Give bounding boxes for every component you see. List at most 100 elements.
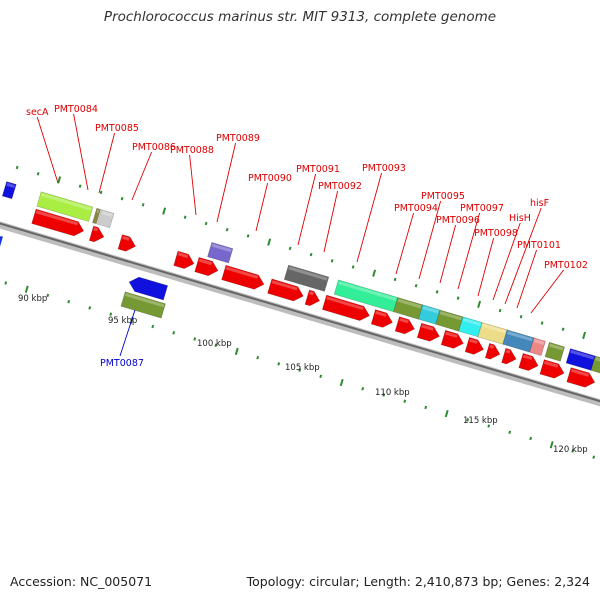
gene-label-hish[interactable]: HisH	[509, 213, 531, 224]
feature-highlight	[271, 280, 298, 291]
gene-arrow[interactable]	[464, 337, 485, 355]
backbone-shadow	[0, 221, 600, 407]
gene-arrow-reverse[interactable]	[0, 235, 4, 251]
gene-label-pmt0097[interactable]: PMT0097	[460, 203, 504, 214]
gene-label-pmt0085[interactable]: PMT0085	[95, 123, 139, 134]
ruler-label: 115 kbp	[463, 416, 498, 426]
gene-label-pmt0095[interactable]: PMT0095	[421, 191, 465, 202]
gene-label-pmt0093[interactable]: PMT0093	[362, 163, 406, 174]
feature-highlight	[40, 193, 92, 211]
gene-arrow[interactable]	[117, 234, 136, 252]
gene-arrow[interactable]	[518, 353, 539, 371]
gene-box[interactable]	[92, 207, 101, 225]
minor-tick	[351, 265, 355, 269]
minor-tick	[46, 293, 50, 298]
gene-arrow[interactable]	[88, 225, 105, 243]
gene-arrow-reverse[interactable]	[128, 276, 169, 301]
feature-highlight	[522, 354, 533, 360]
gene-label-pmt0101[interactable]: PMT0101	[517, 240, 561, 251]
minor-tick	[109, 312, 113, 316]
minor-tick	[414, 283, 418, 288]
minor-tick	[15, 165, 19, 170]
leader-line	[395, 212, 415, 275]
gene-arrow[interactable]	[394, 316, 415, 335]
gene-label-pmt0096[interactable]: PMT0096	[436, 215, 480, 226]
minor-tick	[456, 296, 460, 300]
major-tick	[267, 238, 272, 246]
minor-tick	[183, 215, 187, 219]
gene-label-pmt0084[interactable]: PMT0084	[54, 104, 98, 115]
feature-highlight	[445, 331, 458, 338]
gene-arrow[interactable]	[194, 257, 219, 277]
minor-tick	[466, 418, 470, 422]
major-tick	[24, 285, 29, 293]
gene-label-pmt0089[interactable]: PMT0089	[216, 133, 260, 144]
gene-arrow[interactable]	[221, 264, 265, 290]
feature-highlight	[93, 227, 98, 232]
minor-tick	[204, 221, 208, 226]
feature-highlight	[6, 182, 15, 188]
leader-line	[131, 151, 153, 201]
gene-box[interactable]	[96, 209, 115, 229]
gene-arrow[interactable]	[416, 322, 440, 342]
gene-box[interactable]	[590, 355, 600, 379]
gene-box[interactable]	[1, 181, 17, 200]
ruler-label: 100 kbp	[197, 339, 232, 349]
gene-label-pmt0092[interactable]: PMT0092	[318, 181, 362, 192]
leader-line	[418, 200, 442, 280]
gene-arrow[interactable]	[440, 329, 464, 349]
gene-label-pmt0088[interactable]: PMT0088	[170, 145, 214, 156]
gene-arrow[interactable]	[321, 294, 370, 321]
gene-arrow[interactable]	[501, 347, 517, 365]
gene-box[interactable]	[283, 264, 330, 292]
leader-line	[492, 222, 521, 301]
feature-highlight	[397, 298, 422, 309]
gene-arrow[interactable]	[31, 208, 85, 237]
feature-highlight	[505, 349, 511, 354]
minor-tick	[519, 315, 523, 319]
gene-arrow[interactable]	[173, 250, 195, 269]
gene-label-pmt0090[interactable]: PMT0090	[248, 173, 292, 184]
gene-arrow[interactable]	[566, 367, 596, 388]
major-tick	[444, 410, 449, 418]
gene-label-pmt0102[interactable]: PMT0102	[544, 260, 588, 271]
gene-label-seca[interactable]: secA	[26, 107, 49, 118]
gene-box[interactable]	[529, 337, 546, 356]
gene-arrow[interactable]	[267, 278, 304, 302]
major-tick	[372, 269, 377, 277]
feature-highlight	[326, 296, 364, 310]
gene-label-pmt0098[interactable]: PMT0098	[474, 228, 518, 239]
minor-tick	[246, 234, 250, 238]
minor-tick	[403, 399, 407, 403]
gene-label-pmt0087[interactable]: PMT0087	[100, 358, 144, 369]
feature-highlight	[122, 235, 130, 241]
minor-tick	[382, 393, 386, 397]
feature-highlight	[421, 324, 434, 331]
leader-line	[457, 212, 481, 290]
gene-arrow[interactable]	[370, 309, 393, 328]
footer-summary: Topology: circular; Length: 2,410,873 bp…	[246, 574, 590, 589]
minor-tick	[36, 171, 40, 176]
gene-box[interactable]	[120, 291, 166, 319]
gene-box[interactable]	[435, 309, 464, 332]
gene-box[interactable]	[207, 242, 234, 264]
gene-label-pmt0094[interactable]: PMT0094	[394, 203, 438, 214]
ruler-label: 95 kbp	[108, 316, 137, 326]
gene-box[interactable]	[544, 341, 565, 362]
gene-label-pmt0086[interactable]: PMT0086	[132, 142, 176, 153]
major-tick	[339, 378, 344, 387]
gene-arrow[interactable]	[304, 289, 321, 307]
gene-label-pmt0091[interactable]: PMT0091	[296, 164, 340, 175]
feature-highlight	[469, 338, 478, 344]
leader-line	[504, 207, 542, 305]
feature-highlight	[35, 210, 78, 226]
feature-highlight	[489, 344, 494, 349]
gene-arrow[interactable]	[539, 359, 565, 379]
feature-highlight	[544, 360, 559, 368]
gene-label-hisf[interactable]: hisF	[530, 198, 549, 209]
gene-arrow[interactable]	[484, 343, 501, 360]
map-title: Prochlorococcus marinus str. MIT 9313, c…	[103, 9, 497, 25]
gene-box[interactable]	[36, 191, 94, 222]
